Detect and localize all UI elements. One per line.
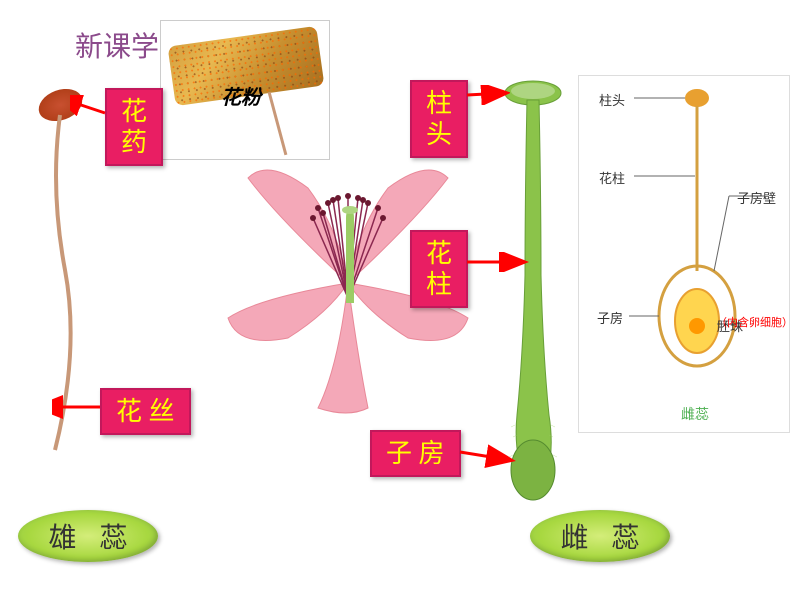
pistil-ellipse: 雌 蕊 [530, 510, 670, 562]
filament-arrow [52, 395, 102, 420]
stigma-label-text: 柱头 [426, 88, 452, 150]
filament-label: 花 丝 [100, 388, 191, 435]
stamen-ellipse: 雄 蕊 [18, 510, 158, 562]
anther-label: 花药 [105, 88, 163, 166]
style-arrow [465, 252, 530, 272]
pollen-text-label: 花粉 [221, 81, 261, 110]
ovary-label: 子 房 [370, 430, 461, 477]
anther-label-text: 花药 [121, 96, 147, 158]
diag-egg-cell-label: （内含卵细胞） [716, 314, 794, 330]
stigma-label: 柱头 [410, 80, 468, 158]
diag-ovary-wall-label: 子房壁 [737, 188, 776, 207]
pistil-anatomy-diagram: 柱头 花柱 子房壁 子房 胚珠 雌蕊 [578, 75, 790, 433]
diag-pistil-caption: 雌蕊 [681, 404, 709, 424]
style-label: 花柱 [410, 230, 468, 308]
lesson-title: 新课学 [75, 25, 159, 65]
stigma-arrow [465, 85, 510, 105]
diag-stigma-label: 柱头 [599, 90, 625, 109]
style-label-text: 花柱 [426, 238, 452, 300]
diag-style-label: 花柱 [599, 168, 625, 187]
anther-arrow [70, 95, 110, 120]
diag-ovary-label: 子房 [597, 308, 623, 327]
ovary-arrow [458, 440, 518, 470]
